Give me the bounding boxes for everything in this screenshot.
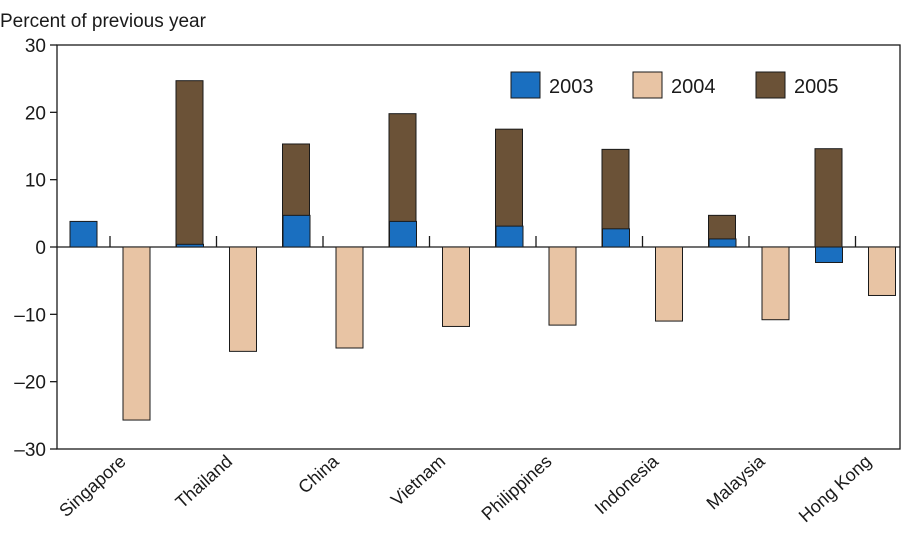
bar-2003-indonesia (602, 228, 630, 248)
bar-2003-china (282, 214, 311, 248)
bar-2003-vietnam (389, 220, 417, 248)
bar-2004-indonesia (655, 246, 683, 322)
bar-2003-singapore (69, 220, 98, 248)
bar-2004-philippines (548, 246, 577, 326)
y-axis-label: Percent of previous year (0, 11, 207, 32)
bar-2003-thailand (176, 243, 204, 248)
category-label: Philippines (478, 451, 556, 524)
category-label: Hong Kong (795, 451, 875, 526)
category-label: Vietnam (387, 451, 449, 510)
y-tick-label: 20 (25, 103, 46, 124)
bar-2005-singapore (175, 80, 204, 248)
bar-2004-china (335, 246, 364, 349)
legend-swatch-2004 (632, 71, 663, 99)
category-label: China (294, 450, 343, 497)
category-label: Singapore (55, 451, 129, 521)
y-tick-label: 10 (25, 171, 46, 192)
legend-label-2003: 2003 (549, 76, 594, 98)
category-label: Malaysia (703, 450, 770, 513)
y-tick-label: –30 (14, 440, 46, 461)
legend-swatch-2003 (510, 71, 541, 99)
bar-2005-malaysia (814, 148, 843, 248)
legend-label-2004: 2004 (671, 76, 716, 98)
bar-2003-philippines (495, 225, 524, 248)
bar-2003-malaysia (708, 238, 737, 248)
bar-2004-malaysia (761, 246, 790, 321)
bar-2004-vietnam (442, 246, 470, 327)
y-tick-label: –10 (14, 305, 46, 326)
y-tick-label: –20 (14, 373, 46, 394)
bar-2004-singapore (122, 246, 151, 421)
legend: 2003 2004 2005 (510, 71, 839, 99)
category-label: Indonesia (591, 450, 663, 518)
category-label: Thailand (171, 451, 236, 512)
legend-label-2005: 2005 (794, 76, 839, 98)
bars (69, 80, 896, 421)
bar-2004-hong-kong (868, 246, 896, 296)
y-tick-label: 0 (35, 238, 46, 259)
y-tick-label: 30 (25, 36, 46, 57)
category-labels: Singapore Thailand China Vietnam Philippines… (55, 450, 875, 526)
legend-swatch-2005 (755, 71, 786, 99)
bar-2003-hong-kong (815, 246, 843, 263)
bar-2004-thailand (229, 246, 257, 352)
y-ticks: 30 20 10 0 –10 –20 –30 (14, 36, 57, 461)
